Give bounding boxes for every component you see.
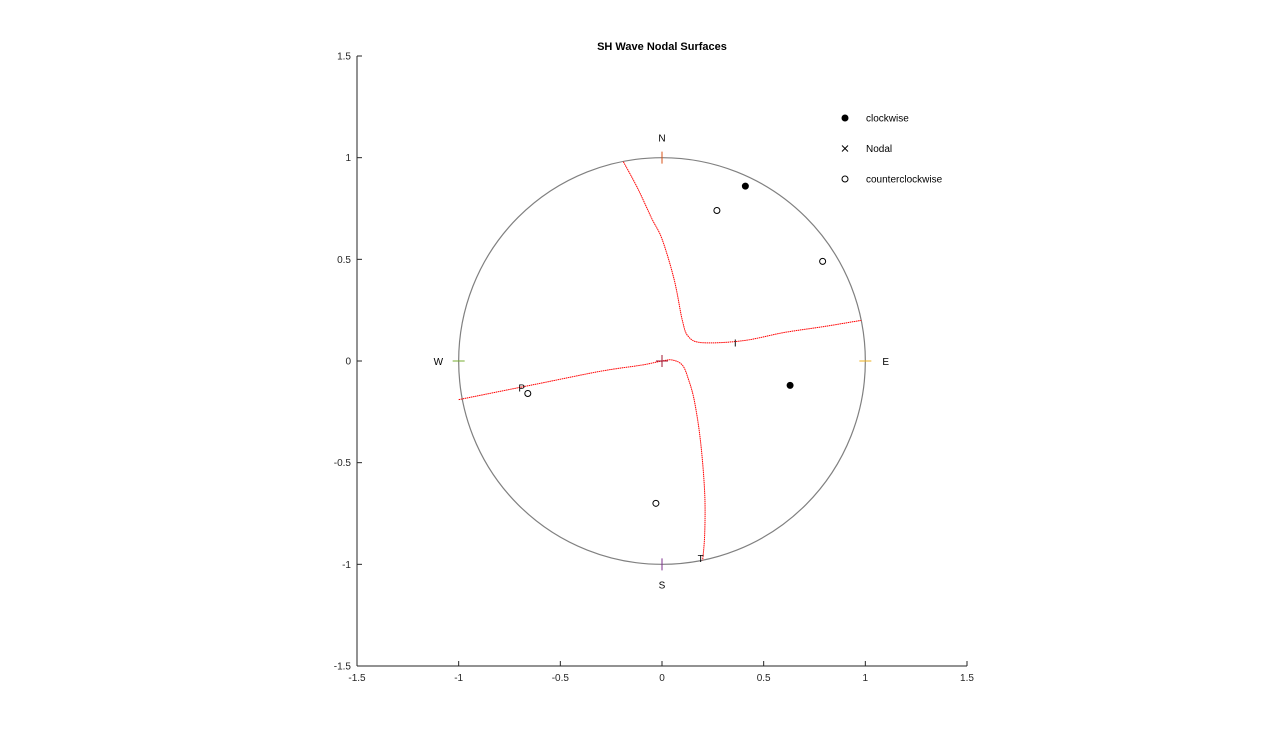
legend-marker-Nodal (841, 145, 849, 152)
legend-marker-counterclockwise (841, 175, 849, 183)
axis-markers: P I T (518, 339, 736, 566)
chart-title: SH Wave Nodal Surfaces (597, 41, 727, 53)
y-tick-label: 0.5 (337, 255, 351, 266)
axis-marker-I: I (734, 339, 737, 350)
direction-labels: N S W E (434, 133, 890, 591)
nodal-curve-2 (622, 161, 862, 344)
y-tick-label: -1.5 (334, 662, 352, 673)
x-tick-label: 1 (863, 673, 869, 684)
data-points (524, 182, 827, 507)
point-counterclockwise (713, 207, 721, 215)
legend-label-clockwise: clockwise (866, 114, 909, 125)
y-tick-label: -1 (342, 560, 351, 571)
direction-label-E: E (882, 357, 889, 368)
x-tick-label: -0.5 (552, 673, 570, 684)
point-counterclockwise (652, 499, 660, 507)
point-counterclockwise (524, 390, 532, 398)
x-tick-label: 1.5 (960, 673, 974, 684)
nodal-curve-1 (458, 359, 706, 561)
y-tick-label: -0.5 (334, 458, 352, 469)
y-tick-label: 1 (345, 153, 351, 164)
legend-label-counterclockwise: counterclockwise (866, 175, 943, 186)
y-tick-label: 0 (345, 357, 351, 368)
point-clockwise (741, 182, 749, 190)
x-tick-label: -1.5 (348, 673, 366, 684)
y-tick-label: 1.5 (337, 52, 351, 63)
direction-label-S: S (659, 581, 666, 592)
legend-marker-Nodal-b (841, 145, 849, 152)
legend-label-Nodal: Nodal (866, 144, 892, 155)
x-tick-label: -1 (454, 673, 463, 684)
direction-label-W: W (434, 357, 444, 368)
nodal-curves (458, 161, 862, 561)
axes: -1.5 -1 -0.5 0 0.5 1 1.5 -1.5 -1 -0.5 0 0.5 1 1.5 (334, 52, 975, 685)
point-counterclockwise (819, 257, 827, 265)
legend-marker-clockwise (841, 114, 849, 122)
axis-marker-T: T (698, 554, 704, 565)
direction-label-N: N (658, 133, 665, 144)
x-tick-label: 0.5 (757, 673, 771, 684)
direction-ticks (452, 151, 872, 571)
axis-marker-P: P (518, 383, 525, 394)
point-clockwise (786, 381, 794, 389)
x-tick-label: 0 (659, 673, 665, 684)
legend: clockwise Nodal counterclockwise (841, 114, 943, 186)
